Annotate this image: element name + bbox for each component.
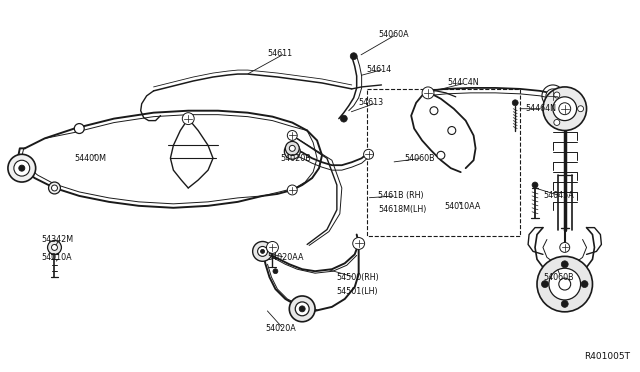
Text: 54500(RH): 54500(RH) [337,273,380,282]
Circle shape [49,182,60,194]
Circle shape [295,302,309,316]
Circle shape [266,241,278,253]
Circle shape [350,53,357,60]
Circle shape [340,115,348,122]
Circle shape [559,278,571,290]
Circle shape [47,240,61,254]
Circle shape [448,126,456,135]
Circle shape [437,151,445,159]
Text: 5461B (RH): 5461B (RH) [378,192,424,201]
Circle shape [182,113,194,125]
Text: 54060B: 54060B [404,154,435,163]
Circle shape [554,119,560,125]
Text: 544C4N: 544C4N [448,78,479,87]
Circle shape [541,280,548,288]
Circle shape [554,92,560,98]
Circle shape [8,154,36,182]
Circle shape [560,243,570,252]
Circle shape [561,261,568,268]
Circle shape [581,280,588,288]
Text: 54464N: 54464N [525,104,556,113]
Text: 54060B: 54060B [543,273,573,282]
Text: 54020A: 54020A [266,324,296,333]
Text: 54618M(LH): 54618M(LH) [378,205,427,214]
Circle shape [14,160,29,176]
Circle shape [260,249,264,253]
Text: 54342M: 54342M [42,235,74,244]
Circle shape [258,246,268,256]
Bar [293,303,311,315]
Circle shape [284,143,300,159]
Text: R401005T: R401005T [584,352,630,361]
Circle shape [289,296,315,322]
Circle shape [353,237,365,249]
Circle shape [19,165,25,171]
Circle shape [422,87,434,99]
Circle shape [549,268,580,300]
Circle shape [364,149,374,159]
Text: 54501(LH): 54501(LH) [337,286,378,295]
Circle shape [273,269,278,274]
Circle shape [543,87,586,131]
Circle shape [52,244,58,250]
Text: 54613: 54613 [358,98,384,107]
Circle shape [253,241,273,261]
Circle shape [52,185,58,191]
Circle shape [287,185,297,195]
Circle shape [553,97,577,121]
Text: 54400M: 54400M [74,154,106,163]
Circle shape [578,106,584,112]
Circle shape [74,124,84,134]
Text: 54010A: 54010A [42,253,72,262]
Circle shape [285,141,300,155]
Text: 54010AA: 54010AA [445,202,481,211]
Text: 54614: 54614 [367,65,392,74]
Circle shape [300,306,305,312]
Circle shape [532,182,538,188]
Circle shape [289,145,295,151]
Circle shape [512,100,518,106]
Circle shape [561,301,568,307]
Text: 54611: 54611 [268,49,292,58]
Circle shape [430,107,438,115]
Circle shape [537,256,593,312]
Text: 54045A: 54045A [543,192,573,201]
Text: 54020AA: 54020AA [268,253,304,262]
Text: 54020B: 54020B [280,154,311,163]
Circle shape [559,103,571,115]
Circle shape [287,131,297,140]
Text: 54060A: 54060A [378,30,409,39]
Circle shape [546,89,560,103]
Circle shape [288,147,296,155]
